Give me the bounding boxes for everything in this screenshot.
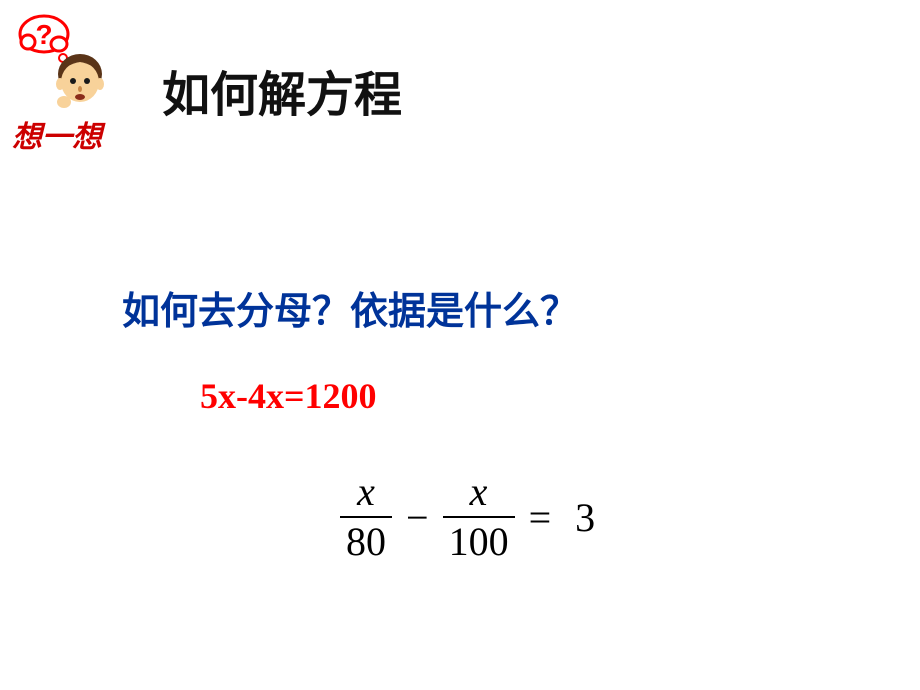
fraction-term-2: x 100 xyxy=(443,470,515,564)
equals-operator: = xyxy=(515,494,566,541)
boy-head xyxy=(56,54,104,108)
minus-operator: − xyxy=(392,494,443,541)
numerator-1: x xyxy=(351,470,381,516)
think-caption: 想一想 xyxy=(12,112,102,156)
slide-title: 如何解方程 xyxy=(162,55,402,125)
fraction-term-1: x 80 xyxy=(340,470,392,564)
numerator-2: x xyxy=(464,470,494,516)
equation-rhs: 3 xyxy=(565,494,595,541)
svg-text:?: ? xyxy=(35,19,52,50)
question-text: 如何去分母？依据是什么？ xyxy=(122,280,578,335)
thinking-cartoon-icon: ? xyxy=(14,12,109,112)
denominator-2: 100 xyxy=(443,518,515,564)
equation-fraction: x 80 − x 100 = 3 xyxy=(340,470,595,564)
equation-simplified: 5x-4x=1200 xyxy=(200,375,377,417)
denominator-1: 80 xyxy=(340,518,392,564)
thought-bubble: ? xyxy=(20,16,68,62)
